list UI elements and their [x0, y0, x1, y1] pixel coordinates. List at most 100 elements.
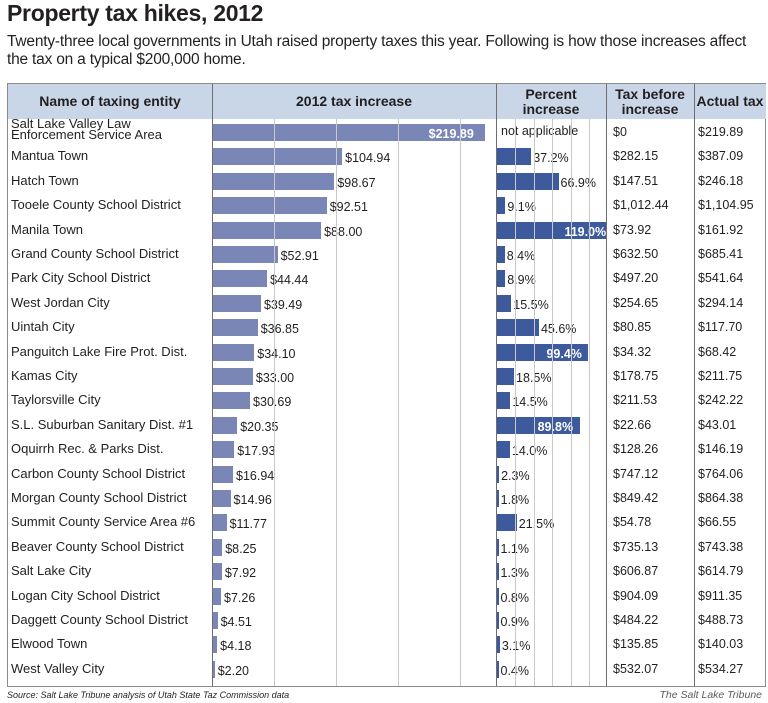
- tax-before-cell: $54.78: [613, 515, 652, 530]
- increase-bar: [212, 660, 215, 678]
- percent-bar: [497, 441, 510, 459]
- tax-before-cell: $632.50: [613, 247, 659, 261]
- table-row: Daggett County School District $4.51 0.9% $…: [8, 608, 765, 632]
- increase-label: $34.10: [257, 346, 296, 361]
- percent-label: 66.9%: [560, 175, 596, 190]
- entity-name: Logan City School District: [11, 587, 160, 603]
- entity-name: Oquirrh Rec. & Parks Dist.: [11, 441, 164, 457]
- percent-label: 99.4%: [546, 346, 582, 361]
- table-row: Elwood Town$4.183.1%$135.85$140.03: [8, 632, 765, 656]
- table-row: West Valley City $2.20 0.4% $532.07 $534.27: [8, 657, 765, 681]
- entity-name: Salt Lake Valley Law Enforcement Service…: [11, 116, 163, 142]
- table-row: West Jordan City $39.49 15.5% $254.65 $294.1…: [8, 291, 765, 315]
- credit-line: The Salt Lake Tribune: [659, 689, 762, 701]
- percent-bar: [497, 490, 499, 507]
- percent-bar: [497, 660, 499, 678]
- increase-label: $52.91: [280, 249, 319, 263]
- increase-label: $44.44: [270, 273, 309, 288]
- table-row: Uintah City $36.85 45.6% $80.85 $117.70: [8, 315, 765, 339]
- tax-before-cell: $22.66: [613, 417, 652, 432]
- percent-label: 21.5%: [518, 517, 555, 532]
- actual-tax-cell: $68.42: [698, 344, 737, 359]
- actual-tax-cell: $117.70: [698, 320, 743, 335]
- increase-label: $33.00: [255, 371, 295, 385]
- actual-tax-cell: $146.19: [698, 442, 744, 457]
- increase-label: $104.94: [345, 151, 391, 166]
- actual-tax-cell: $541.64: [698, 271, 744, 286]
- percent-bar: [497, 538, 499, 556]
- header-increase: 2012 tax increase: [212, 84, 496, 119]
- tax-before-cell: $34.32: [613, 344, 652, 359]
- percent-bar: [497, 319, 539, 337]
- entity-name: S.L. Suburban Sanitary Dist. #1: [11, 416, 194, 432]
- increase-gridline: [336, 119, 337, 686]
- actual-tax-cell: $387.09: [698, 149, 744, 164]
- increase-bar: [212, 587, 221, 605]
- percent-label: 119.0%: [564, 224, 607, 239]
- increase-label: $219.89: [428, 127, 474, 141]
- table-row: Panguitch Lake Fire Prot. Dist. $34.10 99.…: [8, 340, 765, 364]
- increase-bar: [212, 441, 235, 459]
- table-row: Tooele County School District $92.51 9.1% $…: [8, 193, 765, 217]
- tax-before-cell: $735.13: [613, 539, 659, 554]
- percent-bar: [497, 221, 607, 239]
- increase-label: $7.26: [224, 590, 256, 605]
- percent-bar: [497, 465, 500, 483]
- percent-bar: [497, 612, 499, 629]
- increase-label: $4.51: [220, 615, 252, 629]
- increase-bar: [212, 563, 222, 581]
- actual-tax-cell: $488.73: [698, 613, 744, 627]
- increase-label: $2.20: [217, 663, 249, 678]
- percent-label: 14.5%: [512, 395, 548, 410]
- increase-bar: [212, 612, 218, 629]
- increase-label: $30.69: [253, 395, 292, 410]
- entity-name: West Valley City: [11, 660, 105, 676]
- actual-tax-cell: $242.22: [698, 393, 744, 408]
- percent-bar: [497, 172, 559, 190]
- entity-name: Panguitch Lake Fire Prot. Dist.: [11, 343, 188, 359]
- percent-bar: [497, 416, 580, 434]
- entity-name: Park City School District: [11, 270, 151, 286]
- increase-gridline: [460, 119, 461, 686]
- percent-bar: [497, 392, 511, 410]
- percent-label: 15.5%: [513, 297, 549, 312]
- table-row: Grand County School District $52.91 8.4% $6…: [8, 242, 765, 266]
- column-divider: [606, 84, 607, 686]
- table-row: Park City School District $44.44 8.9% $497.…: [8, 266, 765, 290]
- actual-tax-cell: $911.35: [698, 588, 743, 603]
- table-row: Salt Lake City $7.92 1.3% $606.87 $614.79: [8, 559, 765, 583]
- tax-before-cell: $606.87: [613, 564, 659, 579]
- tax-before-cell: $80.85: [613, 320, 652, 335]
- increase-bar: [212, 319, 258, 337]
- percent-label: 1.3%: [501, 566, 530, 580]
- actual-tax-cell: $66.55: [698, 515, 737, 530]
- tax-table: Name of taxing entity 2012 tax increase …: [7, 83, 766, 687]
- increase-label: $88.00: [324, 224, 363, 239]
- increase-bar: [212, 416, 238, 434]
- entity-name: Kamas City: [11, 368, 78, 383]
- percent-label: not applicable: [501, 124, 579, 138]
- tax-before-cell: $135.85: [613, 637, 659, 652]
- increase-bar: [212, 538, 223, 556]
- percent-bar: [497, 197, 506, 215]
- column-divider: [694, 84, 695, 686]
- entity-name: Mantua Town: [11, 148, 89, 164]
- tax-before-cell: $532.07: [613, 661, 659, 676]
- entity-name: Morgan County School District: [11, 490, 187, 505]
- actual-tax-cell: $764.06: [698, 466, 744, 481]
- percent-bar: [497, 514, 517, 532]
- tax-before-cell: $128.26: [613, 442, 659, 457]
- percent-label: 45.6%: [540, 322, 577, 337]
- increase-bar: [212, 465, 233, 483]
- entity-name: Taylorsville City: [11, 392, 101, 408]
- increase-label: $14.96: [233, 493, 272, 507]
- percent-bar: [497, 148, 532, 166]
- actual-tax-cell: $43.01: [698, 417, 737, 432]
- tax-before-cell: $904.09: [613, 588, 659, 603]
- percent-bar: [497, 636, 500, 654]
- header-actual: Actual tax: [694, 84, 766, 119]
- percent-label: 0.4%: [501, 664, 530, 678]
- actual-tax-cell: $534.27: [698, 661, 744, 676]
- increase-bar: [212, 490, 231, 507]
- percent-label: 1.1%: [501, 542, 530, 556]
